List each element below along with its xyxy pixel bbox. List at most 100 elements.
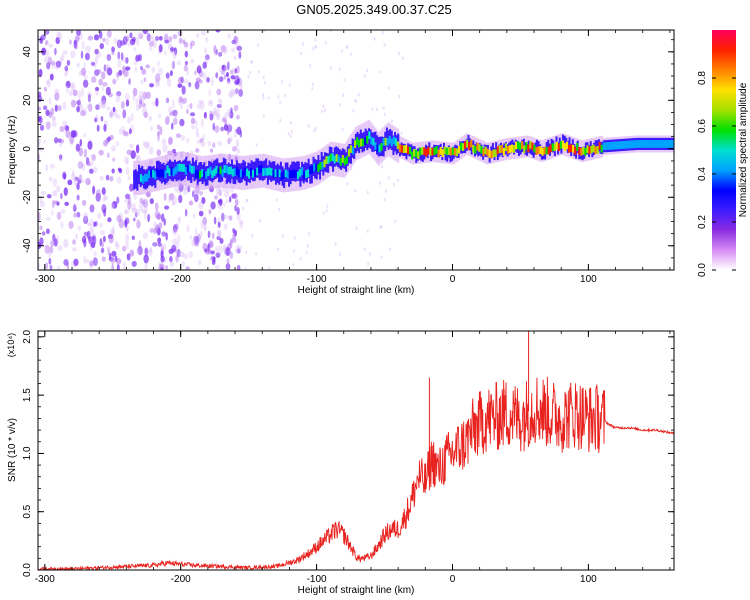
spectrogram-cell: [195, 32, 200, 38]
spectrogram-peak: [370, 136, 373, 145]
spectrogram-cell: [233, 104, 239, 112]
spectrogram-cell: [207, 230, 211, 239]
spectrogram-cell: [390, 119, 393, 124]
spectrogram-cell: [149, 198, 154, 205]
spectrogram-cell: [39, 200, 46, 208]
spectrogram-peak: [366, 135, 369, 144]
spectrogram-cell: [288, 83, 291, 88]
spectrogram-cell: [117, 51, 121, 60]
spectrogram-cell: [128, 78, 131, 85]
spectrogram-cell: [89, 260, 94, 267]
spectrogram-cell: [92, 166, 98, 173]
spectrogram-cell: [116, 39, 122, 49]
spectrogram-cell: [262, 75, 265, 80]
spectrogram-cell: [257, 70, 260, 74]
spectrogram-peak: [553, 143, 556, 152]
spectrogram-cell: [172, 60, 175, 70]
spectrogram-peak: [353, 140, 357, 148]
spectrogram-cell: [190, 124, 196, 130]
spectrogram-peak: [333, 155, 336, 164]
spectrogram-peak: [256, 167, 259, 176]
spectrogram-cell: [164, 205, 170, 210]
spectrogram-cell: [116, 215, 122, 223]
spectrogram-cell: [68, 90, 73, 96]
spectrogram-cell: [230, 47, 236, 53]
spectrogram-cell: [39, 196, 43, 204]
spectrogram-cell: [57, 244, 63, 251]
spectrogram-peak: [260, 165, 263, 173]
spectrogram-cell: [57, 31, 63, 41]
spectrogram-cell: [148, 146, 154, 155]
snr-xlabel: Height of straight line (km): [298, 585, 415, 596]
spectrogram-cell: [122, 109, 127, 119]
spectrogram-peak: [445, 147, 448, 156]
spectrogram-xlabel: Height of straight line (km): [298, 285, 415, 296]
spectrogram-cell: [236, 264, 241, 270]
spectrogram-cell: [346, 45, 349, 49]
spectrogram-cell: [247, 74, 250, 79]
spectrogram-cell: [45, 262, 49, 270]
spectrogram-cell: [198, 201, 204, 210]
spectrogram-cell: [384, 189, 387, 193]
spectrogram-band: [449, 150, 452, 163]
spectrogram-cell: [186, 108, 189, 114]
spectrogram-peak: [616, 141, 620, 150]
spectrogram-band: [522, 138, 525, 151]
spectrogram-cell: [168, 193, 175, 201]
spectrogram-cell: [322, 104, 325, 109]
spectrogram-cell: [112, 106, 116, 112]
spectrogram-cell: [83, 74, 88, 79]
spectrogram-cell: [129, 32, 133, 39]
spectrogram-cell: [94, 48, 99, 55]
spectrogram-peak: [294, 170, 298, 178]
spectrogram-band: [133, 170, 136, 190]
spectrogram-cell: [55, 60, 62, 68]
spectrogram-cell: [198, 100, 204, 105]
spectrogram-peak: [266, 167, 269, 176]
spectrogram-cell: [213, 216, 217, 225]
spectrogram-cell: [73, 179, 78, 187]
spectrogram-cell: [127, 116, 132, 124]
spectrogram-peak: [470, 139, 473, 148]
spectrogram-cell: [300, 51, 303, 56]
spectrogram-peak: [537, 146, 540, 154]
spectrogram-cell: [118, 212, 124, 221]
spectrogram-peak: [653, 140, 656, 148]
spectrogram-peak: [315, 163, 318, 172]
spectrogram-cell: [200, 118, 204, 128]
spectrogram-peak: [663, 140, 667, 148]
spectrogram-cell: [108, 177, 113, 182]
spectrogram-cell: [39, 225, 43, 231]
spectrogram-cell: [230, 107, 233, 114]
spectrogram-peak: [639, 140, 642, 148]
spectrogram-peak: [572, 144, 575, 153]
spectrogram-cell: [95, 192, 101, 202]
spectrogram-cell: [144, 141, 149, 150]
spectrogram-cell: [314, 45, 317, 50]
spectrogram-cell: [53, 200, 59, 205]
spectrogram-cell: [62, 101, 67, 110]
spectrogram-cell: [126, 200, 132, 206]
spectrogram-cell: [139, 197, 143, 204]
spectrogram-cell: [76, 182, 80, 191]
spectrogram-cell: [89, 168, 94, 174]
spectrogram-cell: [101, 241, 105, 248]
spectrogram-cell: [329, 30, 332, 33]
spectrogram-peak: [298, 168, 302, 177]
spectrogram-cell: [151, 66, 156, 74]
spectrogram-peak: [476, 142, 479, 151]
spectrogram-cell: [105, 86, 111, 96]
spectrogram-cell: [157, 130, 160, 137]
spectrogram-band: [226, 164, 229, 184]
spectrogram-cell: [338, 102, 341, 107]
spectrogram-cell: [80, 50, 84, 59]
spectrogram-peak: [651, 140, 654, 148]
spectrogram-cell: [156, 149, 162, 157]
spectrogram-peak: [623, 140, 626, 149]
spectrogram-cell: [397, 51, 400, 56]
spectrogram-cell: [180, 104, 183, 110]
spectrogram-cell: [77, 161, 84, 169]
spectrogram-peak: [229, 166, 232, 175]
spectrogram-cell: [165, 97, 170, 104]
spectrogram-peak: [633, 140, 636, 149]
